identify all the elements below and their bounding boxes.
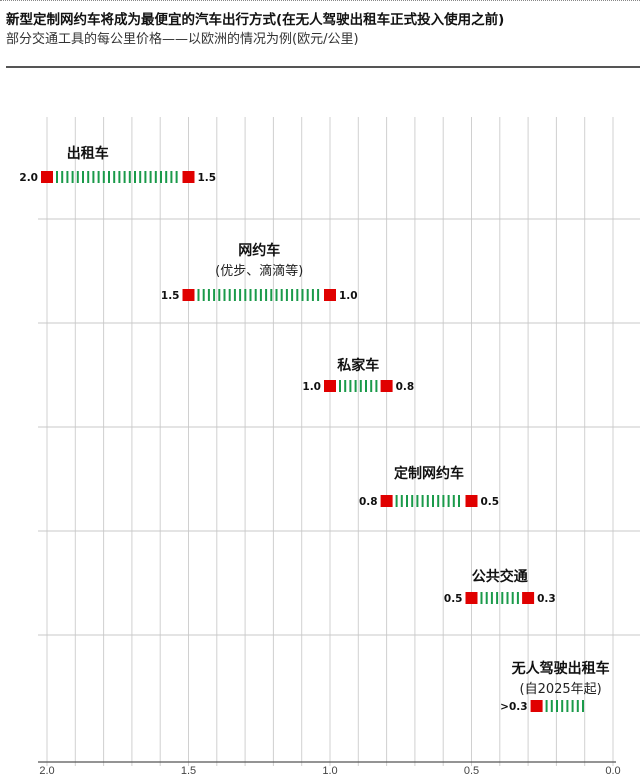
row-label: 私家车: [337, 357, 379, 374]
high-marker: [380, 495, 393, 507]
low-value-label: 0.8: [396, 381, 415, 393]
high-value-label: >0.3: [500, 701, 527, 713]
low-marker: [522, 592, 535, 604]
low-marker: [324, 289, 336, 301]
low-value-label: 1.0: [339, 290, 358, 302]
high-value-label: 2.0: [19, 172, 38, 184]
low-marker: [182, 171, 195, 183]
high-value-label: 0.5: [444, 593, 463, 605]
high-marker: [465, 592, 478, 604]
low-value-label: 0.5: [481, 496, 500, 508]
high-marker: [530, 700, 543, 712]
top-border: [0, 0, 640, 1]
high-marker: [324, 380, 336, 392]
row-label: 网约车: [238, 242, 280, 259]
x-tick-label: 0.5: [464, 765, 479, 777]
chart-title: 新型定制网约车将成为最便宜的汽车出行方式(在无人驾驶出租车正式投入使用之前): [6, 12, 505, 28]
high-value-label: 1.0: [302, 381, 321, 393]
row-label: 定制网约车: [394, 465, 464, 482]
row-label: 公共交通: [472, 568, 528, 585]
row-label: 出租车: [67, 145, 109, 162]
x-tick-label: 2.0: [39, 765, 54, 777]
row-note: (优步、滴滴等): [215, 263, 303, 279]
x-tick-label: 1.5: [181, 765, 196, 777]
x-tick-label: 0.0: [605, 765, 620, 777]
low-value-label: 0.3: [537, 593, 556, 605]
low-marker: [465, 495, 478, 507]
high-marker: [41, 171, 53, 183]
low-marker: [380, 380, 393, 392]
x-tick-label: 1.0: [322, 765, 337, 777]
header-rule: [6, 66, 640, 68]
row-note: (自2025年起): [520, 682, 602, 697]
high-value-label: 0.8: [359, 496, 378, 508]
row-label: 无人驾驶出租车: [511, 660, 610, 677]
low-value-label: 1.5: [198, 172, 217, 184]
high-value-label: 1.5: [161, 290, 180, 302]
chart-subtitle: 部分交通工具的每公里价格——以欧洲的情况为例(欧元/公里): [6, 32, 359, 47]
high-marker: [182, 289, 195, 301]
